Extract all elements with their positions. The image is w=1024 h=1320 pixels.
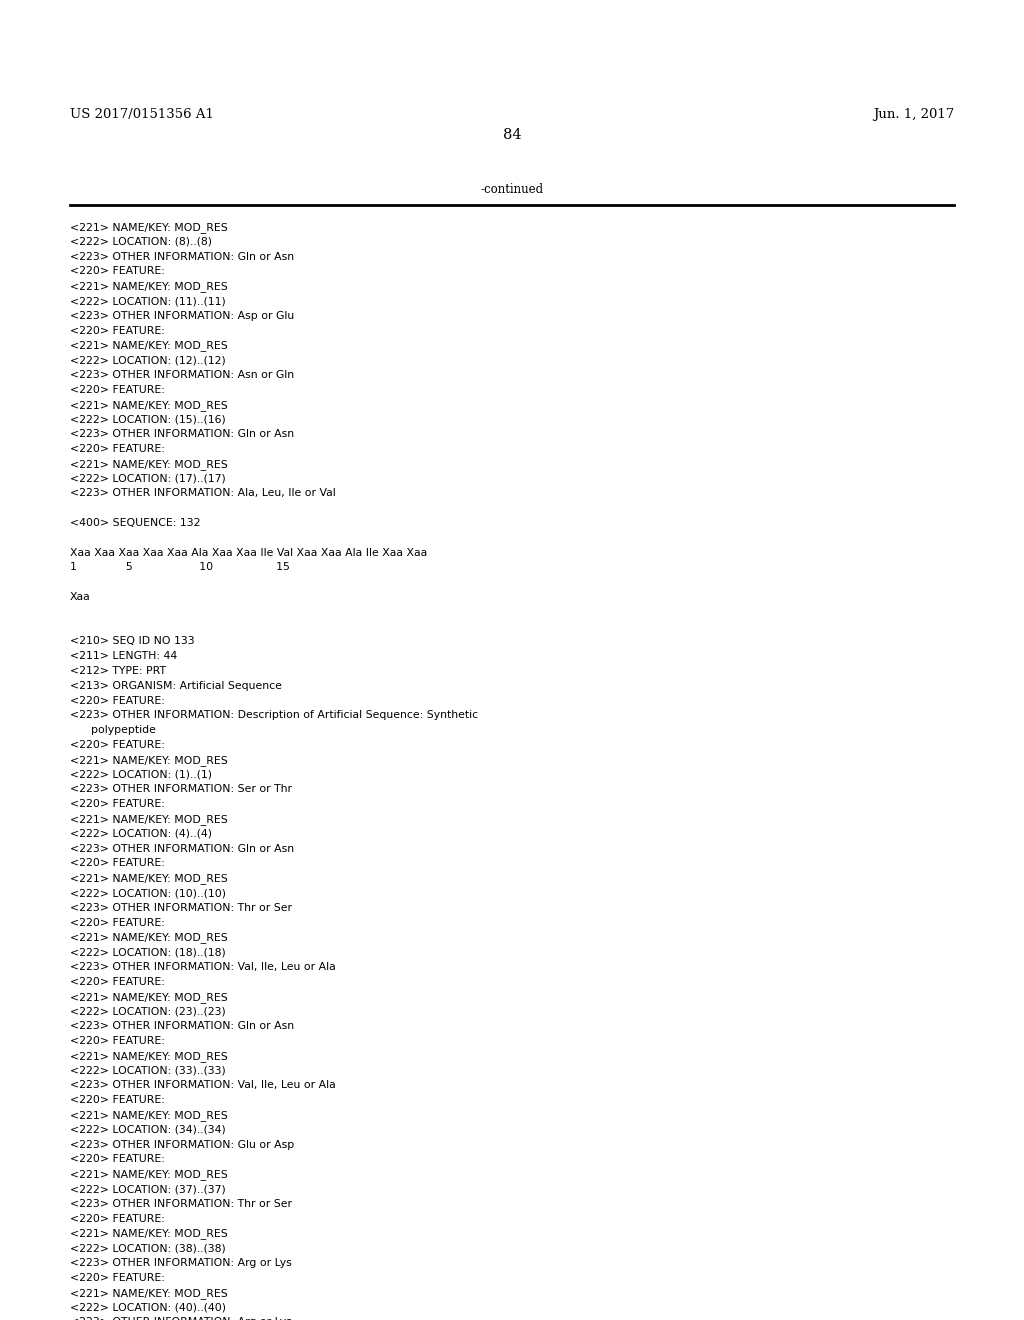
Text: <220> FEATURE:: <220> FEATURE:: [70, 385, 165, 395]
Text: polypeptide: polypeptide: [70, 725, 156, 735]
Text: <223> OTHER INFORMATION: Gln or Asn: <223> OTHER INFORMATION: Gln or Asn: [70, 843, 294, 854]
Text: <220> FEATURE:: <220> FEATURE:: [70, 1036, 165, 1045]
Text: <400> SEQUENCE: 132: <400> SEQUENCE: 132: [70, 517, 200, 528]
Text: Xaa: Xaa: [70, 591, 90, 602]
Text: <221> NAME/KEY: MOD_RES: <221> NAME/KEY: MOD_RES: [70, 814, 227, 825]
Text: <221> NAME/KEY: MOD_RES: <221> NAME/KEY: MOD_RES: [70, 1110, 227, 1121]
Text: <222> LOCATION: (40)..(40): <222> LOCATION: (40)..(40): [70, 1303, 225, 1312]
Text: <221> NAME/KEY: MOD_RES: <221> NAME/KEY: MOD_RES: [70, 281, 227, 292]
Text: -continued: -continued: [480, 183, 544, 195]
Text: <221> NAME/KEY: MOD_RES: <221> NAME/KEY: MOD_RES: [70, 400, 227, 411]
Text: <223> OTHER INFORMATION: Description of Artificial Sequence: Synthetic: <223> OTHER INFORMATION: Description of …: [70, 710, 478, 721]
Text: <220> FEATURE:: <220> FEATURE:: [70, 267, 165, 276]
Text: <222> LOCATION: (23)..(23): <222> LOCATION: (23)..(23): [70, 1006, 225, 1016]
Text: <220> FEATURE:: <220> FEATURE:: [70, 1272, 165, 1283]
Text: <221> NAME/KEY: MOD_RES: <221> NAME/KEY: MOD_RES: [70, 1170, 227, 1180]
Text: <223> OTHER INFORMATION: Ala, Leu, Ile or Val: <223> OTHER INFORMATION: Ala, Leu, Ile o…: [70, 488, 336, 499]
Text: <221> NAME/KEY: MOD_RES: <221> NAME/KEY: MOD_RES: [70, 1287, 227, 1299]
Text: <222> LOCATION: (15)..(16): <222> LOCATION: (15)..(16): [70, 414, 225, 425]
Text: <222> LOCATION: (4)..(4): <222> LOCATION: (4)..(4): [70, 829, 212, 838]
Text: <220> FEATURE:: <220> FEATURE:: [70, 1096, 165, 1105]
Text: <221> NAME/KEY: MOD_RES: <221> NAME/KEY: MOD_RES: [70, 459, 227, 470]
Text: <221> NAME/KEY: MOD_RES: <221> NAME/KEY: MOD_RES: [70, 932, 227, 944]
Text: <223> OTHER INFORMATION: Arg or Lys: <223> OTHER INFORMATION: Arg or Lys: [70, 1317, 292, 1320]
Text: <220> FEATURE:: <220> FEATURE:: [70, 326, 165, 335]
Text: <221> NAME/KEY: MOD_RES: <221> NAME/KEY: MOD_RES: [70, 341, 227, 351]
Text: <221> NAME/KEY: MOD_RES: <221> NAME/KEY: MOD_RES: [70, 1229, 227, 1239]
Text: <220> FEATURE:: <220> FEATURE:: [70, 1213, 165, 1224]
Text: <221> NAME/KEY: MOD_RES: <221> NAME/KEY: MOD_RES: [70, 222, 227, 232]
Text: <220> FEATURE:: <220> FEATURE:: [70, 917, 165, 928]
Text: <220> FEATURE:: <220> FEATURE:: [70, 858, 165, 869]
Text: <223> OTHER INFORMATION: Gln or Asn: <223> OTHER INFORMATION: Gln or Asn: [70, 1022, 294, 1031]
Text: <222> LOCATION: (38)..(38): <222> LOCATION: (38)..(38): [70, 1243, 225, 1253]
Text: <220> FEATURE:: <220> FEATURE:: [70, 1155, 165, 1164]
Text: Jun. 1, 2017: Jun. 1, 2017: [873, 108, 954, 121]
Text: <222> LOCATION: (11)..(11): <222> LOCATION: (11)..(11): [70, 296, 225, 306]
Text: <222> LOCATION: (18)..(18): <222> LOCATION: (18)..(18): [70, 948, 225, 957]
Text: <223> OTHER INFORMATION: Asn or Gln: <223> OTHER INFORMATION: Asn or Gln: [70, 370, 294, 380]
Text: <222> LOCATION: (17)..(17): <222> LOCATION: (17)..(17): [70, 474, 225, 483]
Text: <222> LOCATION: (34)..(34): <222> LOCATION: (34)..(34): [70, 1125, 225, 1135]
Text: <223> OTHER INFORMATION: Val, Ile, Leu or Ala: <223> OTHER INFORMATION: Val, Ile, Leu o…: [70, 1080, 336, 1090]
Text: <211> LENGTH: 44: <211> LENGTH: 44: [70, 651, 177, 661]
Text: <223> OTHER INFORMATION: Asp or Glu: <223> OTHER INFORMATION: Asp or Glu: [70, 310, 294, 321]
Text: US 2017/0151356 A1: US 2017/0151356 A1: [70, 108, 214, 121]
Text: <222> LOCATION: (10)..(10): <222> LOCATION: (10)..(10): [70, 888, 225, 898]
Text: <222> LOCATION: (8)..(8): <222> LOCATION: (8)..(8): [70, 236, 212, 247]
Text: Xaa Xaa Xaa Xaa Xaa Ala Xaa Xaa Ile Val Xaa Xaa Ala Ile Xaa Xaa: Xaa Xaa Xaa Xaa Xaa Ala Xaa Xaa Ile Val …: [70, 548, 427, 557]
Text: 1              5                   10                  15: 1 5 10 15: [70, 562, 290, 573]
Text: <221> NAME/KEY: MOD_RES: <221> NAME/KEY: MOD_RES: [70, 755, 227, 766]
Text: <223> OTHER INFORMATION: Glu or Asp: <223> OTHER INFORMATION: Glu or Asp: [70, 1139, 294, 1150]
Text: <222> LOCATION: (37)..(37): <222> LOCATION: (37)..(37): [70, 1184, 225, 1195]
Text: <221> NAME/KEY: MOD_RES: <221> NAME/KEY: MOD_RES: [70, 1051, 227, 1061]
Text: <222> LOCATION: (33)..(33): <222> LOCATION: (33)..(33): [70, 1065, 225, 1076]
Text: 84: 84: [503, 128, 521, 143]
Text: <221> NAME/KEY: MOD_RES: <221> NAME/KEY: MOD_RES: [70, 991, 227, 1002]
Text: <223> OTHER INFORMATION: Thr or Ser: <223> OTHER INFORMATION: Thr or Ser: [70, 903, 292, 913]
Text: <223> OTHER INFORMATION: Arg or Lys: <223> OTHER INFORMATION: Arg or Lys: [70, 1258, 292, 1269]
Text: <223> OTHER INFORMATION: Gln or Asn: <223> OTHER INFORMATION: Gln or Asn: [70, 252, 294, 261]
Text: <223> OTHER INFORMATION: Ser or Thr: <223> OTHER INFORMATION: Ser or Thr: [70, 784, 292, 795]
Text: <223> OTHER INFORMATION: Val, Ile, Leu or Ala: <223> OTHER INFORMATION: Val, Ile, Leu o…: [70, 962, 336, 972]
Text: <220> FEATURE:: <220> FEATURE:: [70, 977, 165, 987]
Text: <223> OTHER INFORMATION: Thr or Ser: <223> OTHER INFORMATION: Thr or Ser: [70, 1199, 292, 1209]
Text: <210> SEQ ID NO 133: <210> SEQ ID NO 133: [70, 636, 195, 647]
Text: <220> FEATURE:: <220> FEATURE:: [70, 696, 165, 706]
Text: <223> OTHER INFORMATION: Gln or Asn: <223> OTHER INFORMATION: Gln or Asn: [70, 429, 294, 440]
Text: <222> LOCATION: (12)..(12): <222> LOCATION: (12)..(12): [70, 355, 225, 366]
Text: <212> TYPE: PRT: <212> TYPE: PRT: [70, 667, 166, 676]
Text: <220> FEATURE:: <220> FEATURE:: [70, 799, 165, 809]
Text: <221> NAME/KEY: MOD_RES: <221> NAME/KEY: MOD_RES: [70, 874, 227, 884]
Text: <220> FEATURE:: <220> FEATURE:: [70, 741, 165, 750]
Text: <220> FEATURE:: <220> FEATURE:: [70, 444, 165, 454]
Text: <213> ORGANISM: Artificial Sequence: <213> ORGANISM: Artificial Sequence: [70, 681, 282, 690]
Text: <222> LOCATION: (1)..(1): <222> LOCATION: (1)..(1): [70, 770, 212, 780]
